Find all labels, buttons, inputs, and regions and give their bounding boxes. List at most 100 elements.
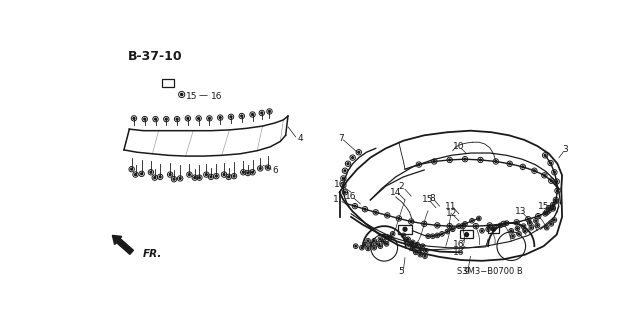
Circle shape — [355, 245, 356, 247]
Circle shape — [524, 230, 526, 232]
Text: 16: 16 — [211, 92, 223, 100]
Circle shape — [447, 231, 448, 232]
Circle shape — [165, 118, 167, 120]
Circle shape — [361, 247, 363, 249]
Circle shape — [403, 234, 404, 236]
Circle shape — [367, 240, 369, 241]
Circle shape — [261, 112, 263, 114]
Text: 15: 15 — [186, 92, 198, 100]
Circle shape — [478, 218, 480, 219]
Circle shape — [449, 159, 451, 161]
Circle shape — [555, 199, 557, 201]
Circle shape — [216, 175, 218, 177]
Circle shape — [537, 215, 539, 217]
Circle shape — [144, 118, 146, 120]
Circle shape — [554, 171, 556, 173]
Circle shape — [441, 233, 443, 235]
Text: 15: 15 — [538, 202, 549, 211]
Circle shape — [373, 247, 375, 249]
Circle shape — [554, 219, 555, 221]
Text: 7: 7 — [338, 134, 344, 143]
Text: 9: 9 — [464, 267, 470, 276]
Circle shape — [259, 167, 261, 169]
Circle shape — [464, 223, 466, 225]
Circle shape — [423, 223, 425, 225]
Circle shape — [432, 235, 433, 237]
Circle shape — [512, 235, 514, 237]
Circle shape — [550, 223, 552, 225]
Circle shape — [522, 166, 524, 168]
Circle shape — [267, 167, 269, 168]
Circle shape — [344, 191, 346, 193]
Circle shape — [545, 213, 546, 215]
Circle shape — [500, 225, 501, 226]
Circle shape — [179, 177, 181, 179]
Text: 14: 14 — [390, 188, 401, 197]
Text: 12: 12 — [445, 209, 457, 218]
Circle shape — [487, 228, 489, 230]
Circle shape — [552, 204, 554, 205]
Bar — [460, 230, 473, 239]
Circle shape — [424, 256, 426, 257]
Text: 16: 16 — [453, 240, 465, 249]
Circle shape — [392, 233, 394, 235]
Circle shape — [388, 238, 390, 239]
Circle shape — [420, 254, 421, 256]
Circle shape — [380, 238, 381, 240]
Text: 16: 16 — [346, 192, 357, 201]
Circle shape — [364, 244, 366, 245]
Circle shape — [479, 159, 481, 161]
Circle shape — [243, 171, 244, 173]
Circle shape — [407, 238, 409, 240]
Circle shape — [386, 243, 387, 245]
Text: 8: 8 — [429, 194, 435, 203]
Circle shape — [364, 208, 366, 210]
Circle shape — [133, 117, 135, 119]
Circle shape — [533, 170, 535, 172]
Circle shape — [462, 225, 464, 227]
Circle shape — [555, 201, 557, 202]
Bar — [488, 226, 499, 233]
Text: S3M3−B0700 B: S3M3−B0700 B — [457, 267, 523, 276]
Circle shape — [409, 244, 410, 245]
Circle shape — [529, 222, 531, 224]
Circle shape — [352, 157, 353, 159]
Circle shape — [375, 211, 377, 213]
Circle shape — [387, 214, 388, 216]
Circle shape — [464, 158, 466, 160]
Circle shape — [155, 118, 156, 120]
Circle shape — [403, 227, 407, 231]
Circle shape — [550, 180, 552, 182]
Text: 13: 13 — [515, 207, 526, 216]
Circle shape — [176, 118, 178, 120]
Circle shape — [518, 233, 520, 235]
Circle shape — [223, 174, 225, 175]
Circle shape — [511, 230, 512, 232]
Circle shape — [557, 190, 559, 192]
Circle shape — [252, 114, 253, 115]
Circle shape — [412, 248, 413, 249]
Circle shape — [548, 207, 550, 209]
Text: 16: 16 — [334, 180, 346, 189]
Circle shape — [228, 176, 230, 178]
Circle shape — [422, 245, 424, 247]
Circle shape — [230, 116, 232, 118]
Circle shape — [376, 243, 378, 245]
Circle shape — [247, 172, 249, 174]
Circle shape — [428, 235, 429, 237]
Text: 3: 3 — [563, 145, 568, 154]
Circle shape — [471, 220, 473, 222]
Circle shape — [493, 227, 495, 228]
Circle shape — [415, 251, 417, 253]
Text: 1: 1 — [333, 196, 339, 204]
Circle shape — [252, 171, 253, 173]
Circle shape — [418, 164, 420, 166]
Text: 15: 15 — [422, 196, 434, 204]
Circle shape — [398, 218, 400, 219]
Circle shape — [367, 248, 369, 249]
Text: 6: 6 — [273, 166, 278, 175]
Circle shape — [535, 220, 537, 222]
Circle shape — [342, 177, 344, 179]
Circle shape — [495, 160, 497, 162]
Circle shape — [458, 225, 460, 227]
